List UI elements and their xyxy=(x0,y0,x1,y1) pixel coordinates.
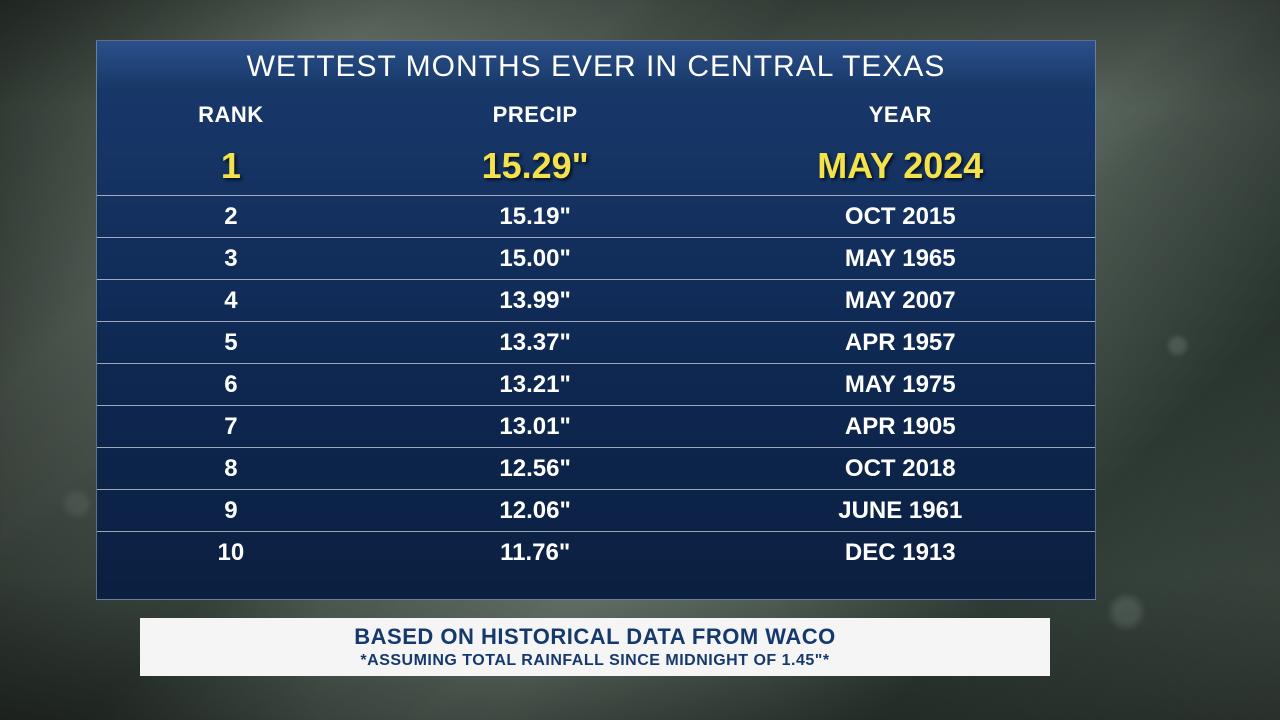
cell-rank: 6 xyxy=(97,371,365,399)
cell-rank: 9 xyxy=(97,497,365,525)
cell-precip: 15.19" xyxy=(365,203,706,231)
cell-year: OCT 2018 xyxy=(706,455,1095,483)
table-row: 115.29"MAY 2024 xyxy=(97,137,1095,195)
cell-rank: 2 xyxy=(97,203,365,231)
cell-rank: 4 xyxy=(97,287,365,315)
table-row: 215.19"OCT 2015 xyxy=(97,195,1095,237)
table-row: 912.06"JUNE 1961 xyxy=(97,489,1095,531)
cell-precip: 13.37" xyxy=(365,329,706,357)
cell-precip: 13.01" xyxy=(365,413,706,441)
footnote-line-2: *ASSUMING TOTAL RAINFALL SINCE MIDNIGHT … xyxy=(360,651,829,671)
data-panel: WETTEST MONTHS EVER IN CENTRAL TEXAS RAN… xyxy=(96,40,1096,600)
cell-year: MAY 2007 xyxy=(706,287,1095,315)
cell-rank: 10 xyxy=(97,539,365,567)
cell-precip: 13.21" xyxy=(365,371,706,399)
cell-rank: 3 xyxy=(97,245,365,273)
cell-precip: 13.99" xyxy=(365,287,706,315)
table-row: 315.00"MAY 1965 xyxy=(97,237,1095,279)
cell-year: JUNE 1961 xyxy=(706,497,1095,525)
cell-year: APR 1905 xyxy=(706,413,1095,441)
footnote-line-1: BASED ON HISTORICAL DATA FROM WACO xyxy=(354,623,835,651)
cell-rank: 8 xyxy=(97,455,365,483)
table-row: 812.56"OCT 2018 xyxy=(97,447,1095,489)
cell-rank: 1 xyxy=(97,145,365,187)
cell-precip: 11.76" xyxy=(365,539,706,567)
panel-title: WETTEST MONTHS EVER IN CENTRAL TEXAS xyxy=(97,41,1095,93)
table-row: 413.99"MAY 2007 xyxy=(97,279,1095,321)
cell-year: MAY 2024 xyxy=(706,145,1095,187)
cell-year: MAY 1975 xyxy=(706,371,1095,399)
table-header-row: RANK PRECIP YEAR xyxy=(97,93,1095,137)
footnote-box: BASED ON HISTORICAL DATA FROM WACO *ASSU… xyxy=(140,618,1050,676)
col-header-precip: PRECIP xyxy=(365,102,706,128)
cell-precip: 12.06" xyxy=(365,497,706,525)
col-header-year: YEAR xyxy=(706,102,1095,128)
cell-precip: 15.29" xyxy=(365,145,706,187)
cell-year: DEC 1913 xyxy=(706,539,1095,567)
table-row: 713.01"APR 1905 xyxy=(97,405,1095,447)
cell-rank: 7 xyxy=(97,413,365,441)
cell-rank: 5 xyxy=(97,329,365,357)
cell-year: MAY 1965 xyxy=(706,245,1095,273)
cell-year: OCT 2015 xyxy=(706,203,1095,231)
cell-precip: 15.00" xyxy=(365,245,706,273)
table-body: 115.29"MAY 2024215.19"OCT 2015315.00"MAY… xyxy=(97,137,1095,573)
table-row: 1011.76"DEC 1913 xyxy=(97,531,1095,573)
cell-year: APR 1957 xyxy=(706,329,1095,357)
cell-precip: 12.56" xyxy=(365,455,706,483)
col-header-rank: RANK xyxy=(97,102,365,128)
table-row: 513.37"APR 1957 xyxy=(97,321,1095,363)
table-row: 613.21"MAY 1975 xyxy=(97,363,1095,405)
